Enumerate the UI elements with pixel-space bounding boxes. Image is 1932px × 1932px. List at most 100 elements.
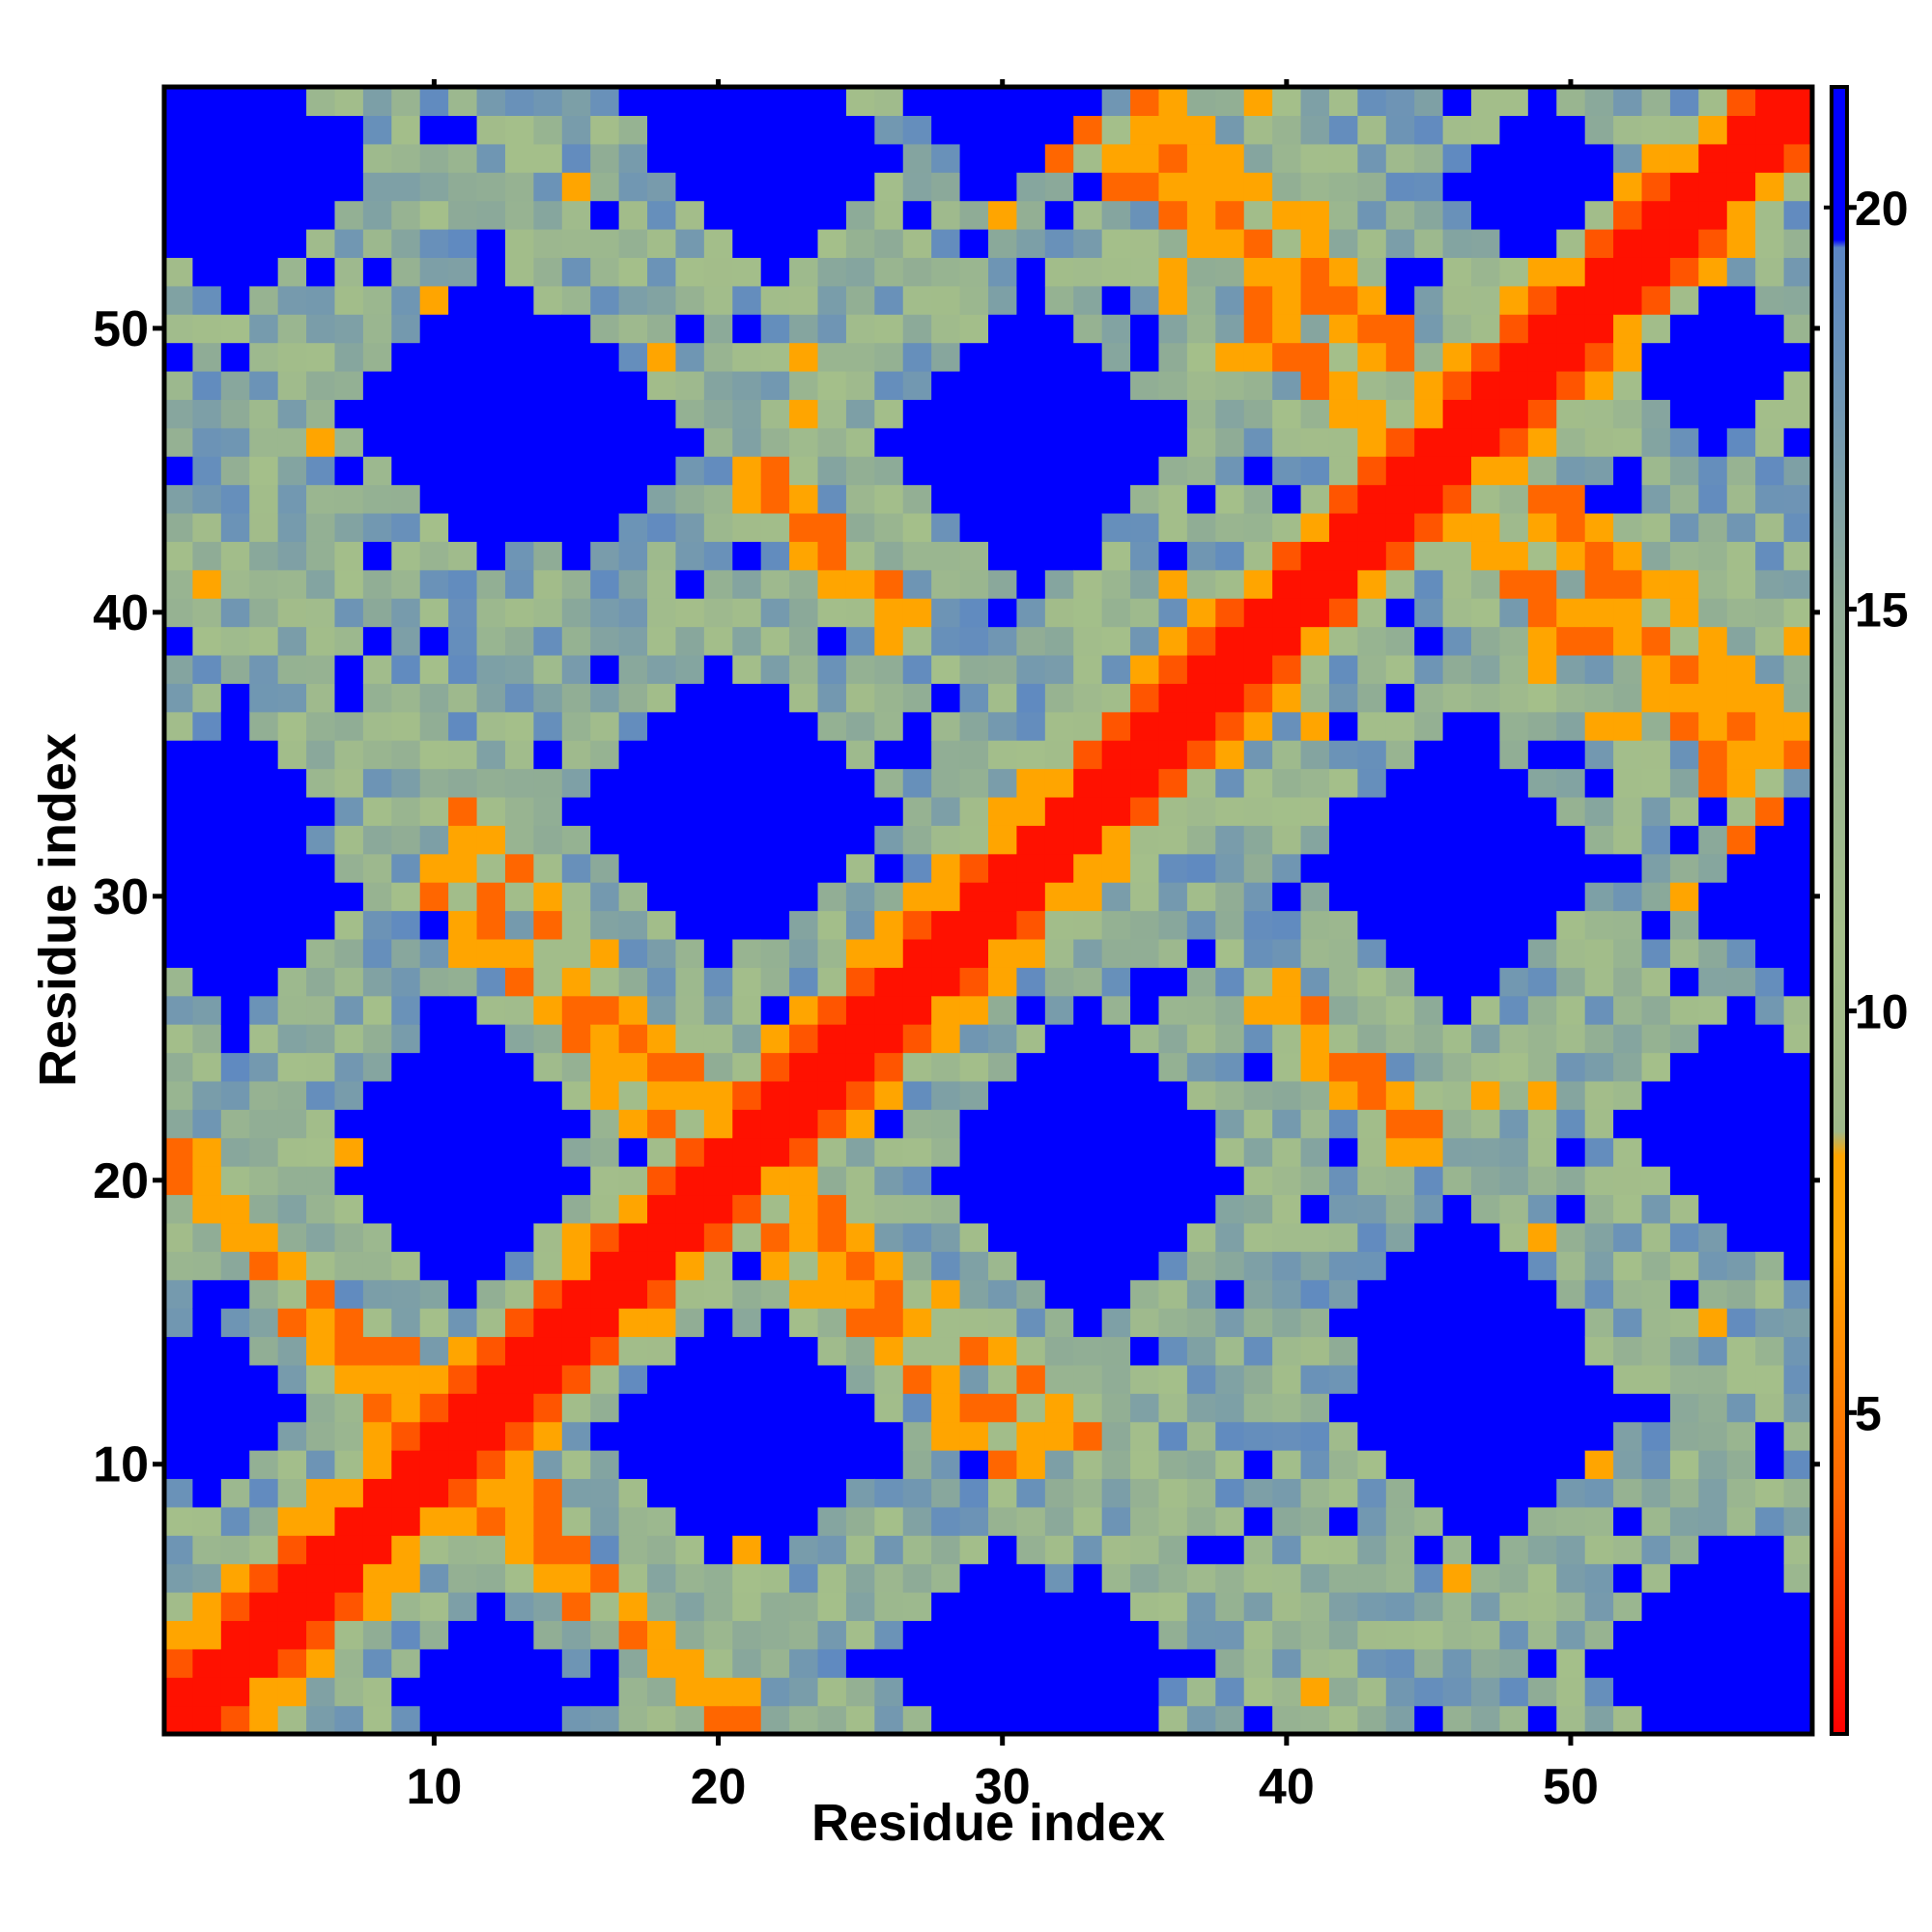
heatmap-cell xyxy=(1186,115,1216,145)
heatmap-cell xyxy=(789,1222,819,1252)
heatmap-cell xyxy=(675,910,705,940)
heatmap-cell xyxy=(1414,1052,1444,1082)
heatmap-cell xyxy=(249,200,279,230)
heatmap-cell xyxy=(1556,1393,1586,1423)
heatmap-cell xyxy=(1783,1620,1813,1650)
heatmap-cell xyxy=(1726,172,1756,202)
heatmap-cell xyxy=(1186,1052,1216,1082)
heatmap-cell xyxy=(1613,1251,1643,1281)
heatmap-cell xyxy=(1073,342,1103,372)
heatmap-cell xyxy=(1669,1450,1699,1480)
heatmap-cell xyxy=(504,512,534,542)
heatmap-cell xyxy=(277,427,307,457)
heatmap-cell xyxy=(1215,1279,1245,1309)
heatmap-cell xyxy=(1130,1592,1160,1622)
heatmap-cell xyxy=(277,1620,307,1650)
heatmap-cell xyxy=(1414,200,1444,230)
heatmap-cell xyxy=(1130,882,1160,912)
heatmap-cell xyxy=(419,1478,449,1508)
heatmap-cell xyxy=(760,1421,790,1451)
heatmap-cell xyxy=(448,1450,478,1480)
heatmap-cell xyxy=(1016,228,1046,258)
heatmap-cell xyxy=(533,1450,563,1480)
heatmap-cell xyxy=(391,172,421,202)
heatmap-cell xyxy=(1755,200,1785,230)
heatmap-cell xyxy=(732,1137,762,1167)
heatmap-cell xyxy=(1442,1024,1472,1054)
heatmap-cell xyxy=(164,1393,194,1423)
heatmap-cell xyxy=(703,143,733,173)
heatmap-cell xyxy=(561,1251,591,1281)
heatmap-cell xyxy=(675,1222,705,1252)
heatmap-cell xyxy=(988,484,1018,514)
heatmap-cell xyxy=(1016,1648,1046,1678)
heatmap-cell xyxy=(1726,143,1756,173)
heatmap-cell xyxy=(590,399,620,429)
heatmap-cell xyxy=(1016,257,1046,287)
heatmap-cell xyxy=(675,427,705,457)
heatmap-cell xyxy=(590,882,620,912)
heatmap-cell xyxy=(1272,1194,1302,1224)
heatmap-cell xyxy=(1584,569,1614,599)
heatmap-cell xyxy=(618,228,648,258)
heatmap-cell xyxy=(362,1251,392,1281)
heatmap-cell xyxy=(476,711,506,741)
heatmap-cell xyxy=(618,683,648,713)
heatmap-cell xyxy=(192,1109,222,1139)
heatmap-cell xyxy=(1016,1592,1046,1622)
heatmap-cell xyxy=(817,1648,847,1678)
heatmap-cell xyxy=(845,484,875,514)
heatmap-cell xyxy=(931,541,961,571)
heatmap-cell xyxy=(959,257,989,287)
heatmap-cell xyxy=(1158,1364,1188,1394)
heatmap-cell xyxy=(703,1648,733,1678)
heatmap-cell xyxy=(277,172,307,202)
heatmap-cell xyxy=(1584,1308,1614,1338)
heatmap-cell xyxy=(1669,967,1699,997)
heatmap-cell xyxy=(561,598,591,628)
heatmap-cell xyxy=(1101,1336,1131,1366)
heatmap-cell xyxy=(391,1080,421,1110)
heatmap-cell xyxy=(504,768,534,798)
heatmap-cell xyxy=(1186,143,1216,173)
heatmap-cell xyxy=(277,484,307,514)
heatmap-cell xyxy=(1016,456,1046,486)
heatmap-cell xyxy=(703,172,733,202)
colorbar-tick-label: 5 xyxy=(1855,1386,1882,1440)
heatmap-cell xyxy=(1442,626,1472,656)
heatmap-cell xyxy=(1669,1279,1699,1309)
heatmap-cell xyxy=(1130,740,1160,770)
heatmap-cell xyxy=(476,910,506,940)
heatmap-cell xyxy=(1442,115,1472,145)
heatmap-cell xyxy=(1243,1052,1273,1082)
heatmap-cell xyxy=(590,1393,620,1423)
heatmap-cell xyxy=(164,143,194,173)
heatmap-cell xyxy=(590,711,620,741)
heatmap-cell xyxy=(931,967,961,997)
heatmap-cell xyxy=(874,1194,904,1224)
heatmap-cell xyxy=(1215,1194,1245,1224)
heatmap-cell xyxy=(1698,1024,1728,1054)
heatmap-cell xyxy=(1158,683,1188,713)
heatmap-cell xyxy=(306,512,336,542)
heatmap-cell xyxy=(1641,1109,1671,1139)
heatmap-cell xyxy=(1755,228,1785,258)
heatmap-cell xyxy=(874,967,904,997)
heatmap-cell xyxy=(760,87,790,116)
heatmap-cell xyxy=(391,683,421,713)
heatmap-cell xyxy=(1073,314,1103,344)
heatmap-cell xyxy=(618,1251,648,1281)
heatmap-cell xyxy=(618,115,648,145)
heatmap-cell xyxy=(1073,1648,1103,1678)
heatmap-cell xyxy=(249,569,279,599)
heatmap-cell xyxy=(1073,654,1103,684)
heatmap-cell xyxy=(902,938,932,968)
heatmap-cell xyxy=(1442,314,1472,344)
heatmap-cell xyxy=(504,200,534,230)
heatmap-cell xyxy=(448,314,478,344)
heatmap-cell xyxy=(789,1308,819,1338)
heatmap-cell xyxy=(931,200,961,230)
heatmap-cell xyxy=(1414,143,1444,173)
heatmap-cell xyxy=(1272,740,1302,770)
heatmap-cell xyxy=(647,740,677,770)
